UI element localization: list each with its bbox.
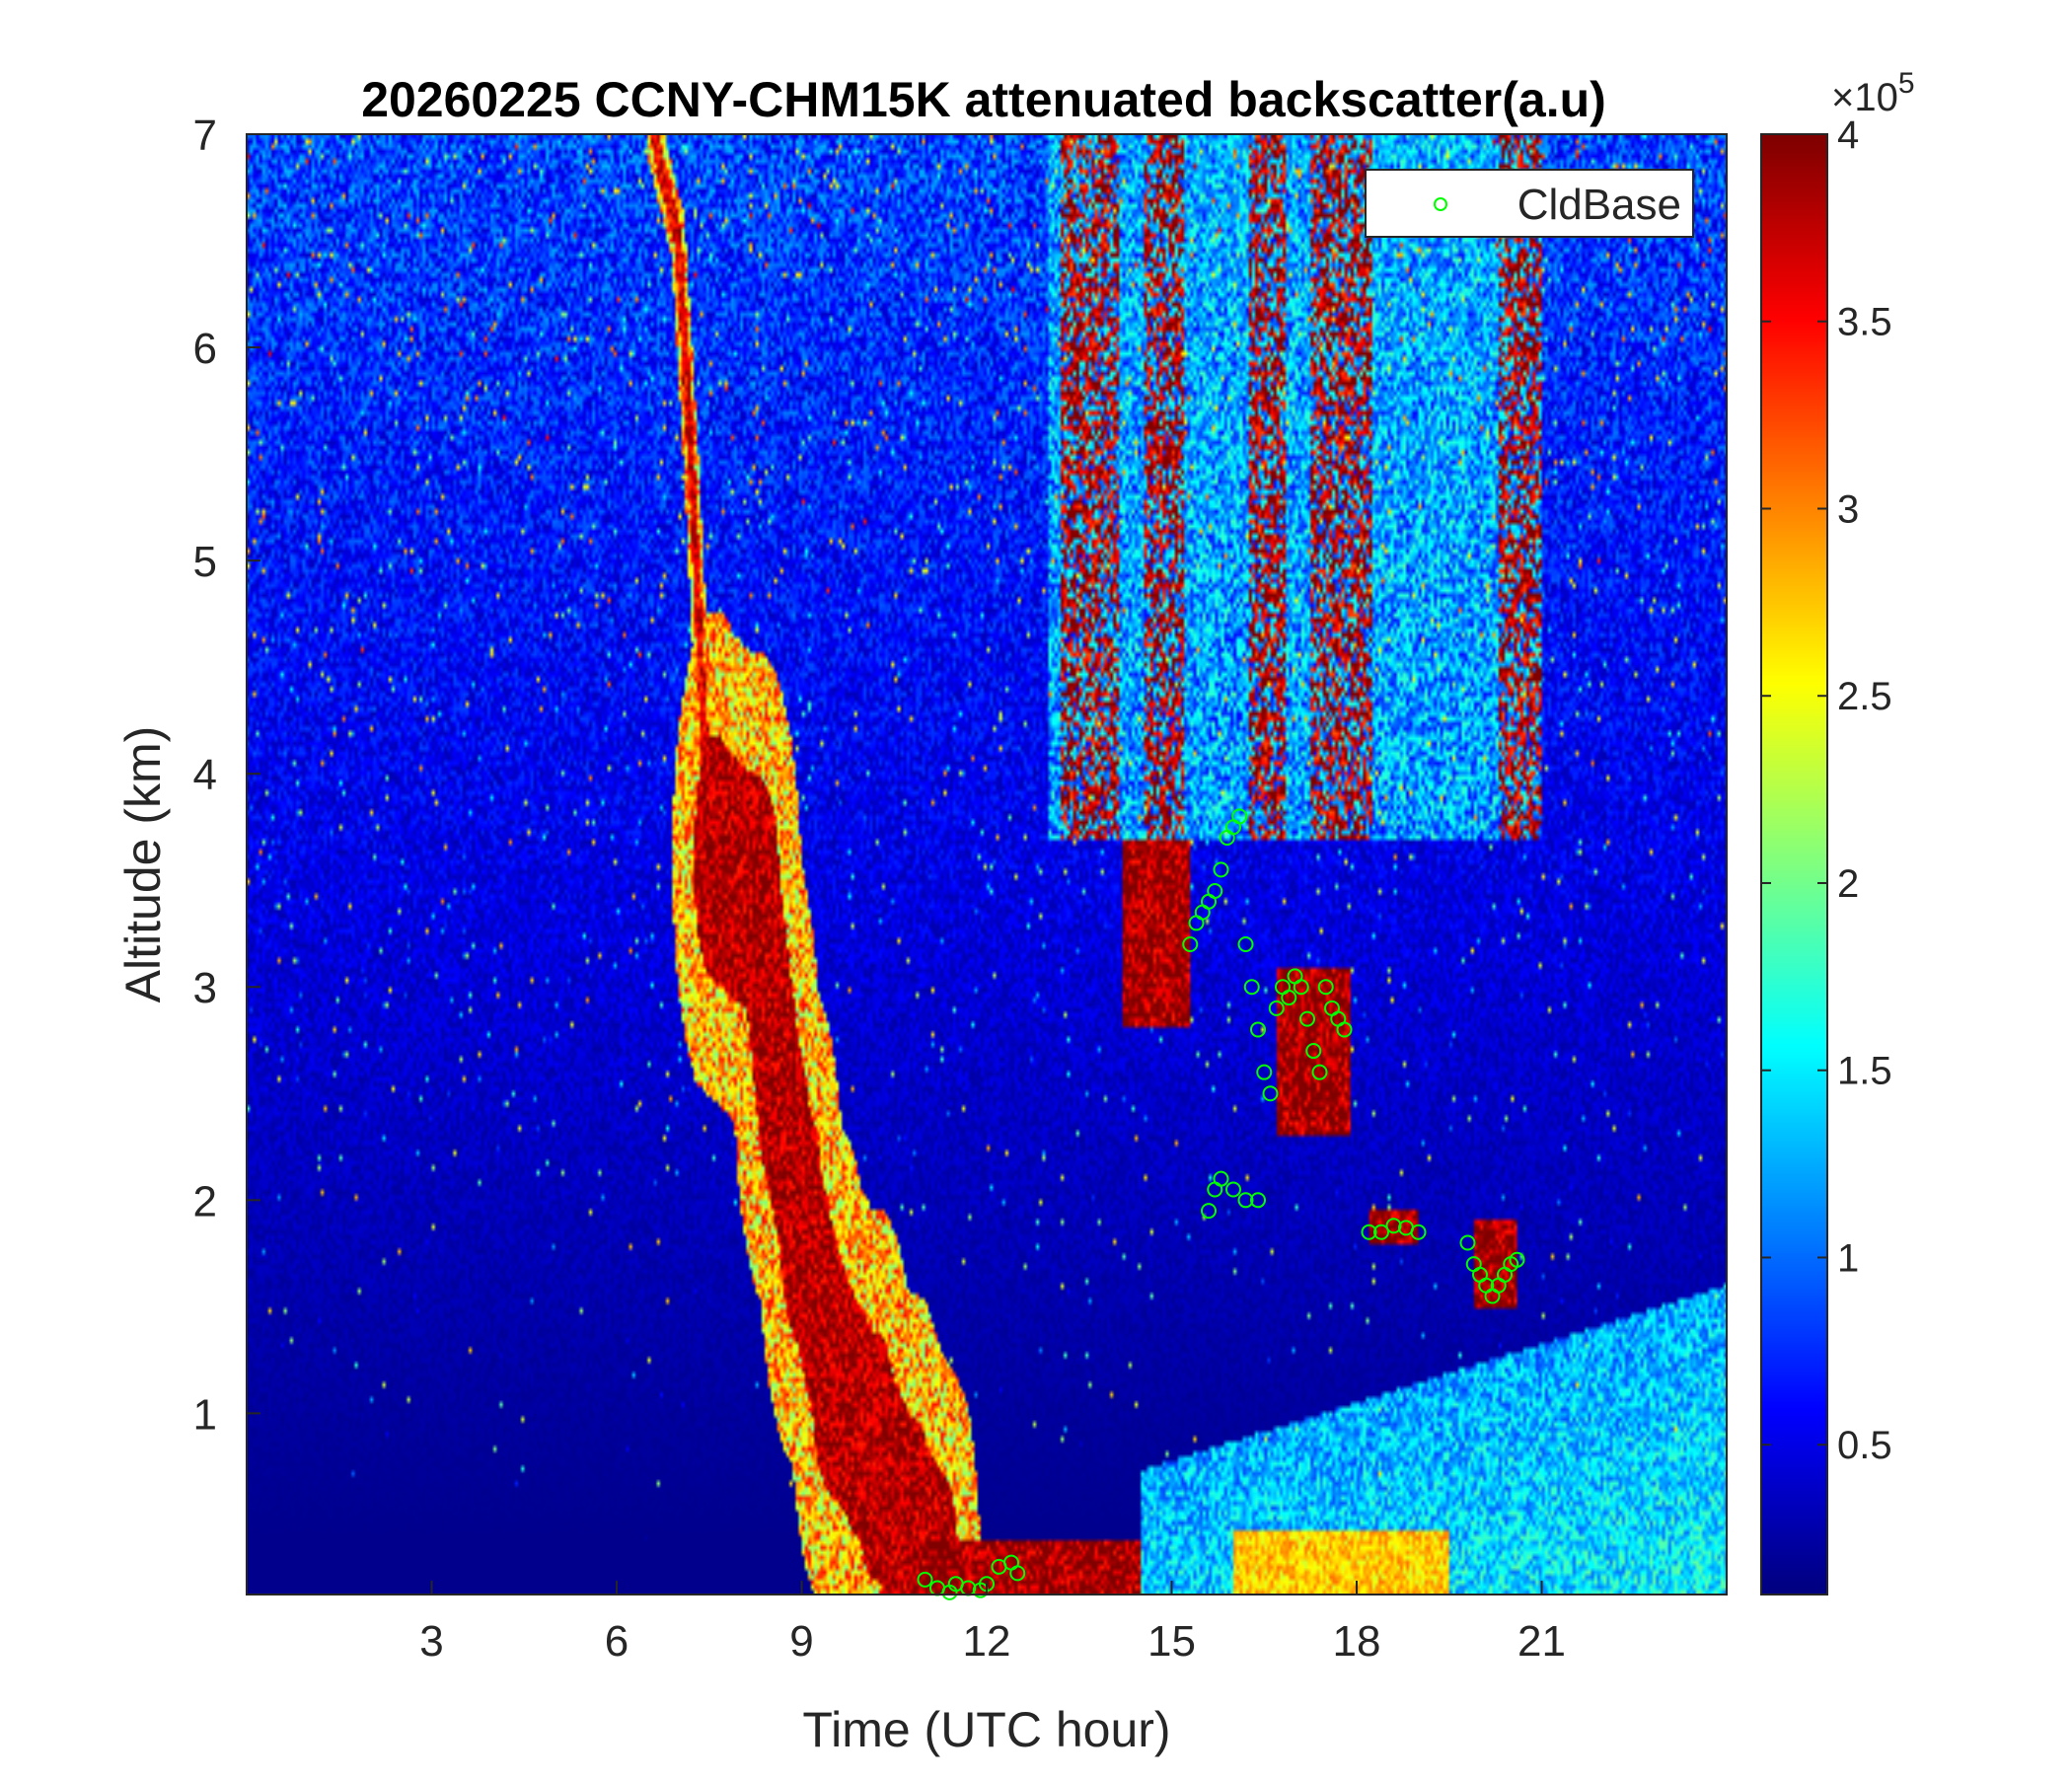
colorbar-tick-label: 1 <box>1837 1236 1859 1280</box>
x-tick-label: 21 <box>1517 1617 1566 1666</box>
cloud-base-point <box>1509 1251 1525 1268</box>
colorbar-tick-label: 4 <box>1837 113 1859 157</box>
cloud-base-point <box>1268 1000 1285 1016</box>
y-axis-ticks: 1 2 3 4 5 6 7 <box>193 111 260 1439</box>
cloud-base-point <box>1237 1192 1254 1209</box>
x-axis-ticks: 3 6 9 12 15 18 21 <box>419 1581 1566 1666</box>
x-tick-label: 15 <box>1147 1617 1196 1666</box>
cloud-base-point <box>1336 1021 1353 1038</box>
x-tick-label: 18 <box>1333 1617 1381 1666</box>
cloud-base-point <box>1009 1565 1026 1582</box>
cloud-base-point <box>1293 979 1309 996</box>
cloud-base-point <box>1459 1234 1476 1251</box>
cloud-base-point <box>1213 1170 1229 1187</box>
y-tick-label: 6 <box>193 325 217 373</box>
y-tick-label: 4 <box>193 751 217 799</box>
y-tick-label: 1 <box>193 1390 217 1439</box>
x-tick-label: 3 <box>419 1617 443 1666</box>
cloud-base-point <box>1410 1224 1427 1240</box>
cloud-base-point <box>1207 883 1223 900</box>
x-tick-label: 9 <box>789 1617 813 1666</box>
colorbar-ticks: 0.5 1 1.5 2 2.5 3 3.5 4 <box>1761 113 1892 1467</box>
legend: CldBase <box>1365 169 1694 238</box>
cloud-base-point <box>1281 990 1297 1006</box>
legend-entry-cldbase: CldBase <box>1517 181 1681 229</box>
y-tick-label: 5 <box>193 538 217 586</box>
cloud-base-point <box>1385 1218 1402 1234</box>
cloud-base-point <box>1213 861 1229 878</box>
colorbar-gradient <box>1761 134 1827 1595</box>
y-tick-label: 2 <box>193 1177 217 1225</box>
cloud-base-point <box>1243 979 1260 996</box>
legend-box <box>1365 169 1694 238</box>
colorbar-frame <box>1760 133 1828 1595</box>
x-tick-label: 12 <box>963 1617 1011 1666</box>
cloud-base-point <box>1256 1064 1273 1080</box>
backscatter-heatmap <box>247 134 1727 1595</box>
x-axis-label: Time (UTC hour) <box>802 1702 1170 1757</box>
colorbar: 0.5 1 1.5 2 2.5 3 3.5 4 ×105 <box>1760 67 1915 1595</box>
cloud-base-point <box>1361 1224 1377 1240</box>
colorbar-tick-label: 3 <box>1837 487 1859 531</box>
colorbar-tick-label: 0.5 <box>1837 1424 1892 1467</box>
colorbar-tick-label: 2.5 <box>1837 675 1892 718</box>
cloud-base-point <box>1182 936 1199 953</box>
legend-marker-icon <box>1434 197 1447 211</box>
cloud-base-point <box>1299 1010 1315 1027</box>
cloud-base-point <box>1237 936 1254 953</box>
cloud-base-point <box>1373 1224 1389 1240</box>
cloud-base-point <box>1201 1203 1217 1220</box>
plot-area <box>246 133 1728 1600</box>
cloud-base-point <box>1250 1021 1266 1038</box>
x-tick-label: 6 <box>605 1617 629 1666</box>
cloud-base-point <box>1231 808 1248 825</box>
cloud-base-point <box>1311 1064 1328 1080</box>
y-tick-label: 7 <box>193 111 217 160</box>
chart-title: 20260225 CCNY-CHM15K attenuated backscat… <box>361 72 1606 127</box>
colorbar-tick-label: 3.5 <box>1837 301 1892 344</box>
cloud-base-markers <box>917 808 1525 1600</box>
cloud-base-point <box>917 1571 933 1588</box>
cloud-base-point <box>1250 1192 1266 1209</box>
cloud-base-point <box>1305 1043 1322 1060</box>
cloud-base-point <box>1262 1085 1279 1102</box>
colorbar-tick-label: 2 <box>1837 862 1859 906</box>
cloud-base-point <box>1225 1181 1241 1198</box>
y-axis-label: Altitude (km) <box>115 726 171 1003</box>
colorbar-exponent: ×105 <box>1831 67 1915 119</box>
y-tick-label: 3 <box>193 964 217 1012</box>
cloud-base-point <box>1317 979 1334 996</box>
colorbar-tick-label: 1.5 <box>1837 1050 1892 1093</box>
